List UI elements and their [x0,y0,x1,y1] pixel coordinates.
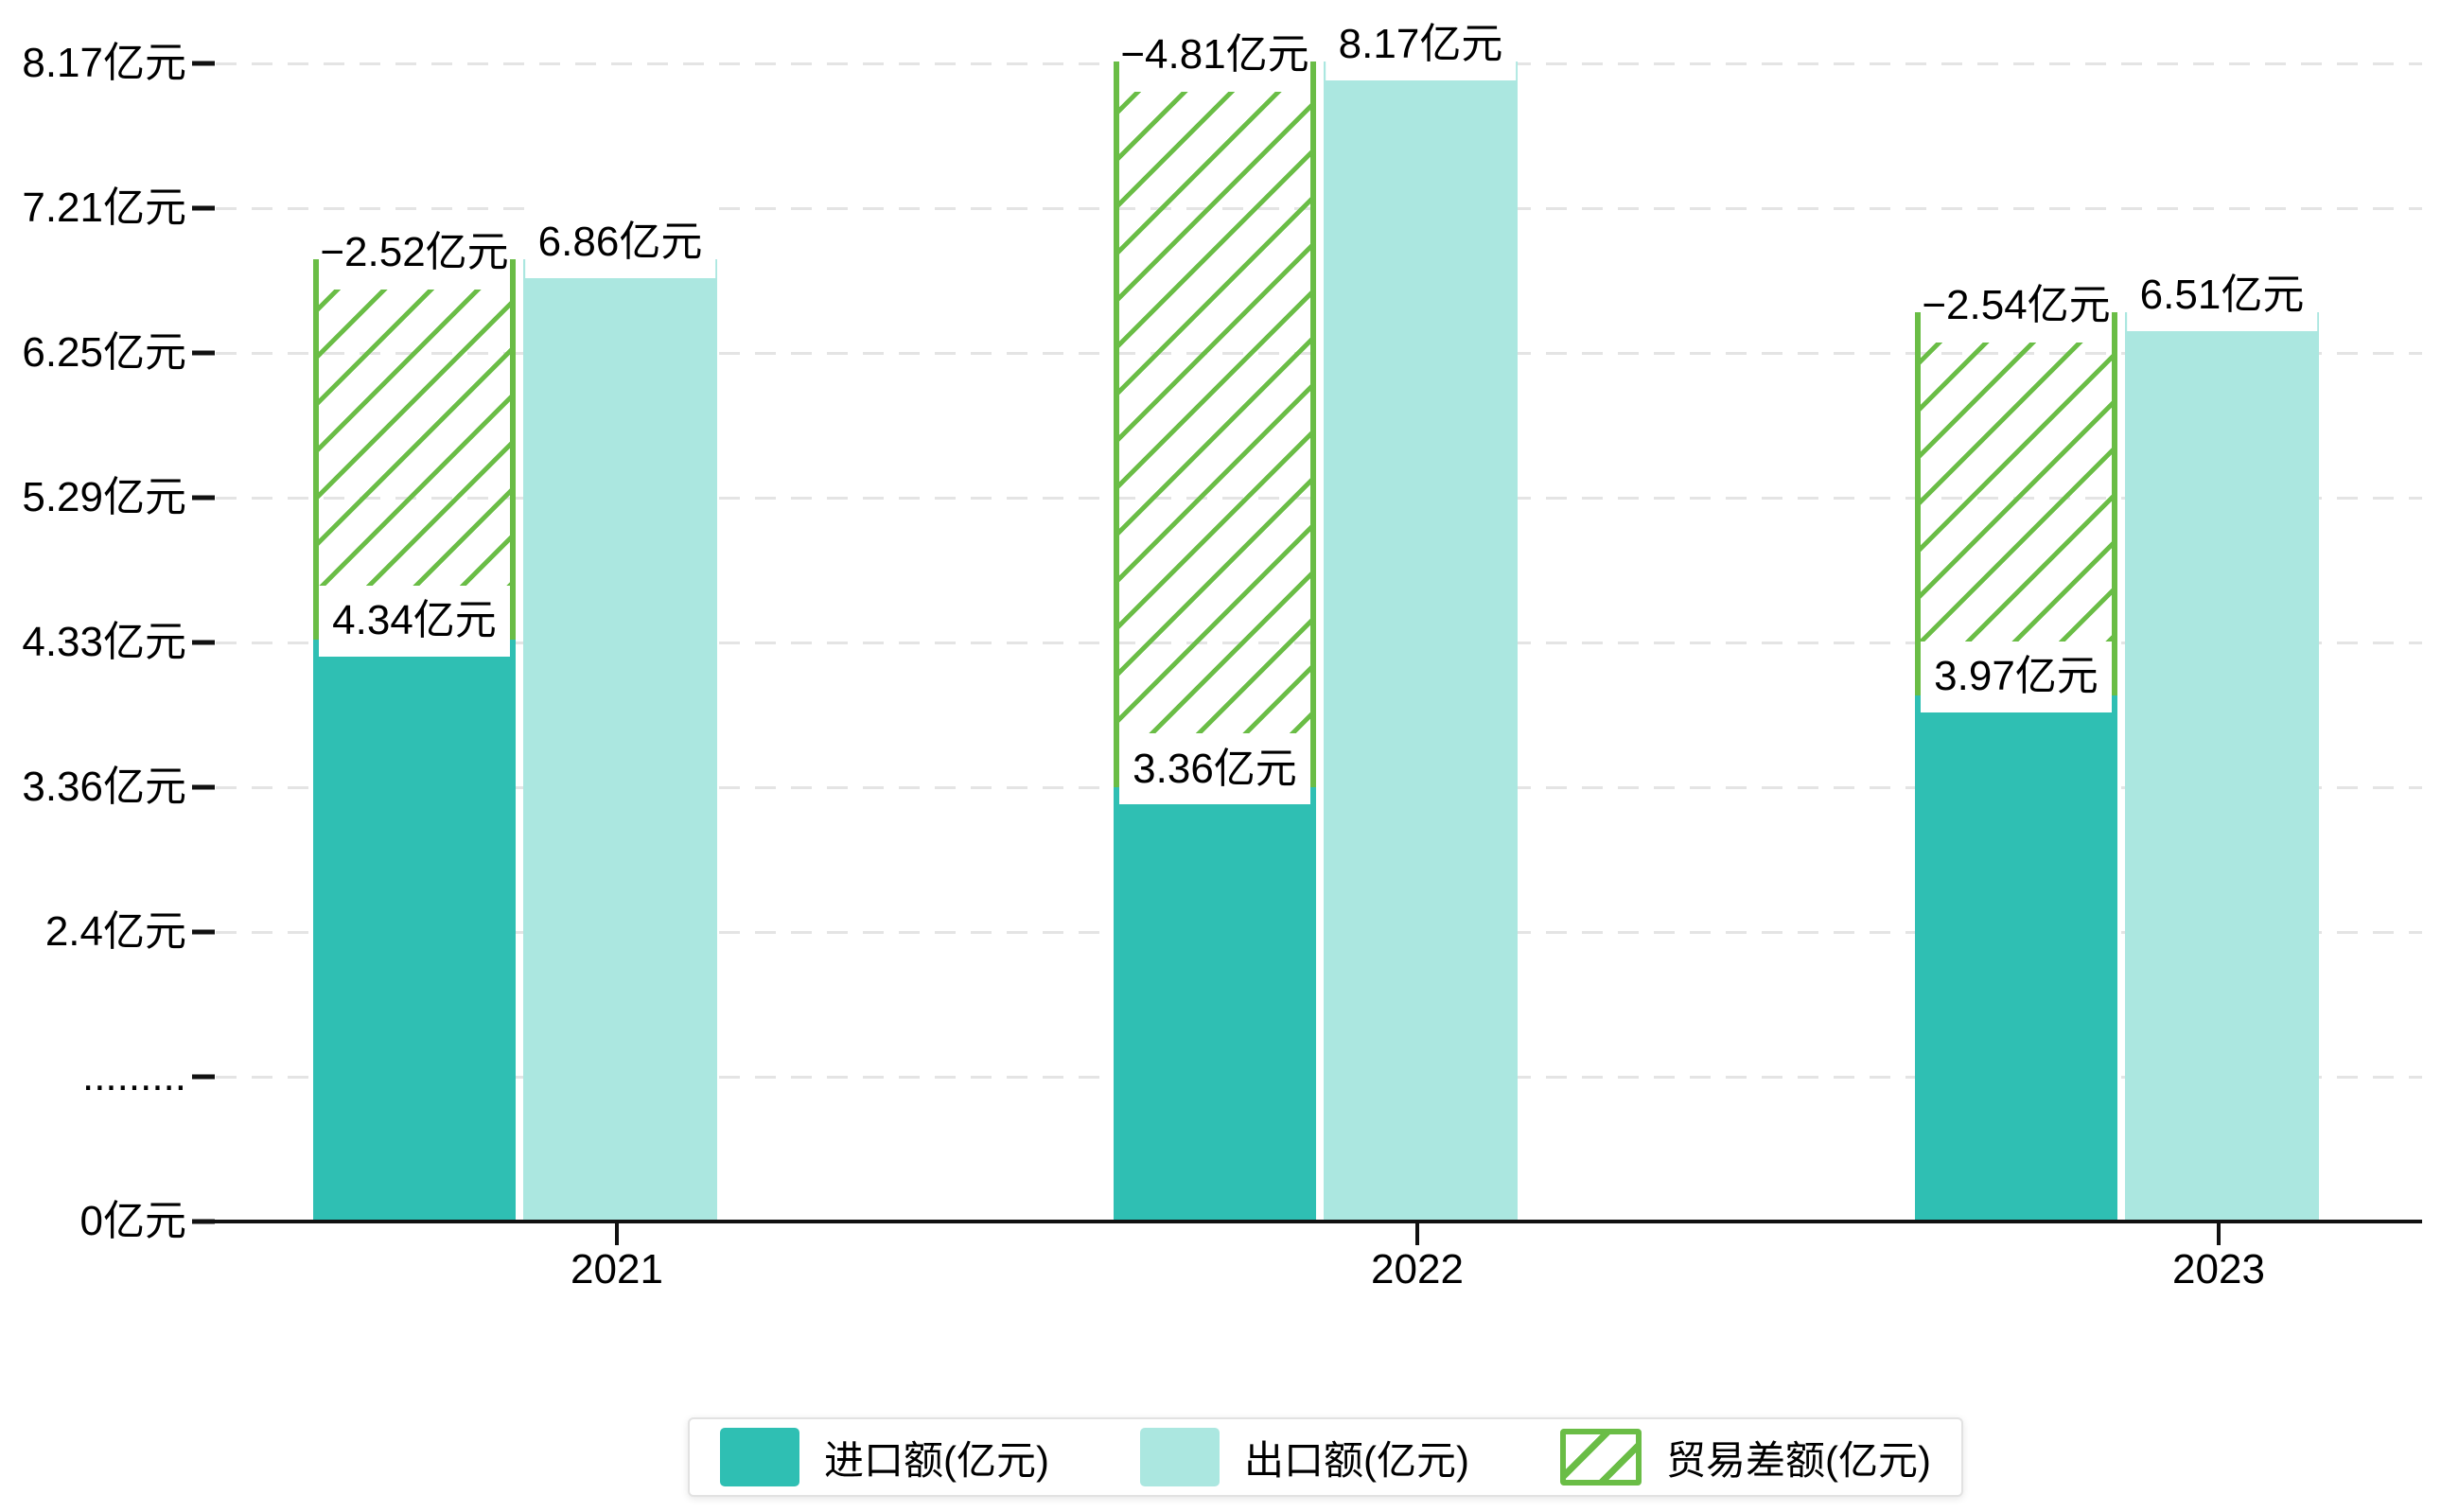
balance-hatch-swatch-icon [1560,1429,1642,1486]
y-axis-tick [192,205,215,211]
legend-label: 贸易差额(亿元) [1666,1437,1931,1483]
legend-label: 出口额(亿元) [1244,1437,1469,1483]
legend-item-import[interactable]: 进口额(亿元) [720,1428,1049,1486]
export-color-swatch-icon [1140,1428,1220,1486]
export-bar [2125,311,2319,1222]
y-tick-label: 8.17亿元 [22,40,186,86]
balance-value-label: −4.81亿元 [1119,18,1310,93]
grid-line [216,931,2422,934]
y-axis-tick [192,1074,215,1080]
y-tick-label: 3.36亿元 [22,764,186,810]
y-tick-label: 6.25亿元 [22,329,186,376]
trade-balance-hatch-bar [1114,62,1316,787]
import-bar [1114,787,1316,1222]
export-value-label: 6.51亿元 [2126,258,2318,331]
import-value-label: 4.34亿元 [319,585,510,657]
y-tick-label: 2.4亿元 [44,908,186,955]
grid-line [216,62,2422,65]
y-axis-tick [192,640,215,645]
y-axis-tick [192,350,215,356]
balance-value-label: −2.54亿元 [1921,268,2112,343]
import-bar [1915,694,2117,1222]
legend-label: 进口额(亿元) [824,1437,1050,1483]
grid-line [216,642,2422,644]
x-tick-label-2022: 2022 [1371,1246,1464,1292]
trade-balance-hatch-bar [313,259,516,640]
x-axis-tick [615,1223,619,1245]
import-value-label: 3.36亿元 [1119,733,1310,804]
y-axis-tick [192,929,215,935]
export-value-label: 6.86亿元 [524,206,716,279]
grid-line [216,1076,2422,1079]
import-value-label: 3.97亿元 [1921,641,2112,712]
y-tick-label: 0亿元 [79,1198,186,1244]
y-axis-break-label: ......... [81,1053,186,1099]
y-axis-tick [192,61,215,66]
import-color-swatch-icon [720,1428,800,1486]
legend: 进口额(亿元) 出口额(亿元) 贸易差额(亿元) [688,1417,1963,1497]
legend-item-export[interactable]: 出口额(亿元) [1140,1428,1469,1486]
y-tick-label: 4.33亿元 [22,619,186,665]
export-bar [1324,62,1518,1222]
grid-line [216,786,2422,789]
x-axis-tick [2217,1223,2221,1245]
y-axis-tick [192,784,215,790]
grid-line [216,352,2422,355]
grid-line [216,497,2422,500]
x-axis-line [213,1220,2422,1223]
grid-line [216,207,2422,210]
x-axis-tick [1415,1223,1419,1245]
export-bar [523,259,717,1222]
import-bar [313,639,516,1222]
y-tick-label: 7.21亿元 [22,185,186,231]
balance-value-label: −2.52亿元 [319,216,510,290]
export-value-label: 8.17亿元 [1325,9,1517,81]
trade-balance-hatch-bar [1915,311,2117,695]
x-tick-label-2023: 2023 [2172,1246,2265,1292]
y-axis-tick [192,495,215,501]
x-tick-label-2021: 2021 [571,1246,663,1292]
y-tick-label: 5.29亿元 [22,474,186,520]
y-axis-tick [192,1219,215,1224]
legend-item-balance[interactable]: 贸易差额(亿元) [1560,1429,1931,1486]
